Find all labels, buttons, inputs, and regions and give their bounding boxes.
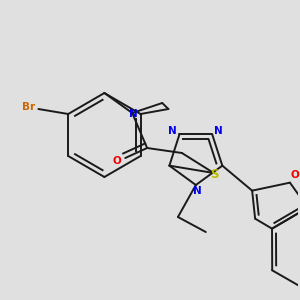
Text: O: O: [290, 170, 299, 180]
Text: Br: Br: [22, 102, 35, 112]
Text: N: N: [194, 186, 202, 196]
Text: N: N: [129, 109, 138, 119]
Text: N: N: [168, 126, 177, 136]
Text: S: S: [211, 167, 219, 181]
Text: N: N: [214, 126, 223, 136]
Text: O: O: [113, 156, 122, 166]
